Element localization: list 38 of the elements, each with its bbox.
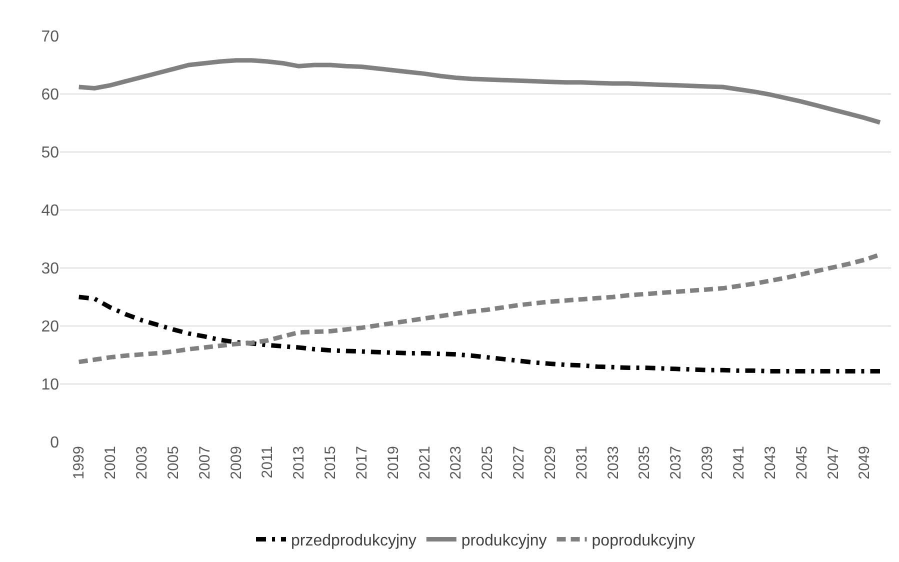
x-tick-label: 2019	[384, 446, 402, 480]
x-tick-label: 2033	[604, 446, 622, 480]
y-tick-label: 30	[41, 260, 60, 278]
x-tick-label: 2049	[856, 446, 874, 480]
x-tick-label: 2047	[824, 446, 842, 480]
x-tick-label: 2021	[416, 446, 434, 480]
x-tick-label: 2001	[102, 446, 120, 480]
x-tick-label: 2007	[196, 446, 214, 480]
x-tick-label: 2015	[322, 446, 340, 480]
x-tick-label: 2041	[730, 446, 748, 480]
x-tick-label: 2045	[793, 446, 810, 480]
x-tick-label: 1999	[70, 446, 88, 480]
x-tick-label: 2025	[479, 446, 496, 480]
x-tick-label: 2013	[290, 446, 308, 480]
x-tick-label: 2043	[762, 446, 779, 480]
x-tick-label: 2031	[573, 446, 590, 480]
x-tick-label: 2011	[259, 446, 276, 478]
x-tick-label: 2037	[668, 446, 685, 480]
legend-label: poprodukcyjny	[592, 532, 695, 550]
y-tick-label: 40	[41, 202, 60, 220]
x-tick-label: 2017	[353, 446, 370, 480]
y-tick-label: 10	[41, 376, 60, 394]
y-tick-label: 50	[41, 144, 60, 162]
x-tick-label: 2029	[542, 446, 559, 480]
x-tick-label: 2009	[228, 446, 245, 480]
y-tick-label: 20	[41, 318, 60, 336]
y-tick-label: 0	[50, 434, 60, 452]
x-tick-label: 2005	[164, 446, 182, 480]
legend-label: przedprodukcyjny	[291, 532, 416, 550]
x-tick-label: 2039	[699, 446, 716, 480]
legend-label: produkcyjny	[461, 532, 547, 550]
x-tick-label: 2027	[510, 446, 528, 480]
line-series	[76, 58, 882, 125]
y-tick-label: 70	[41, 28, 60, 46]
x-tick-label: 2035	[636, 446, 654, 480]
x-tick-label: 2023	[448, 446, 465, 480]
x-tick-label: 2003	[134, 446, 151, 480]
y-tick-label: 60	[41, 86, 60, 104]
